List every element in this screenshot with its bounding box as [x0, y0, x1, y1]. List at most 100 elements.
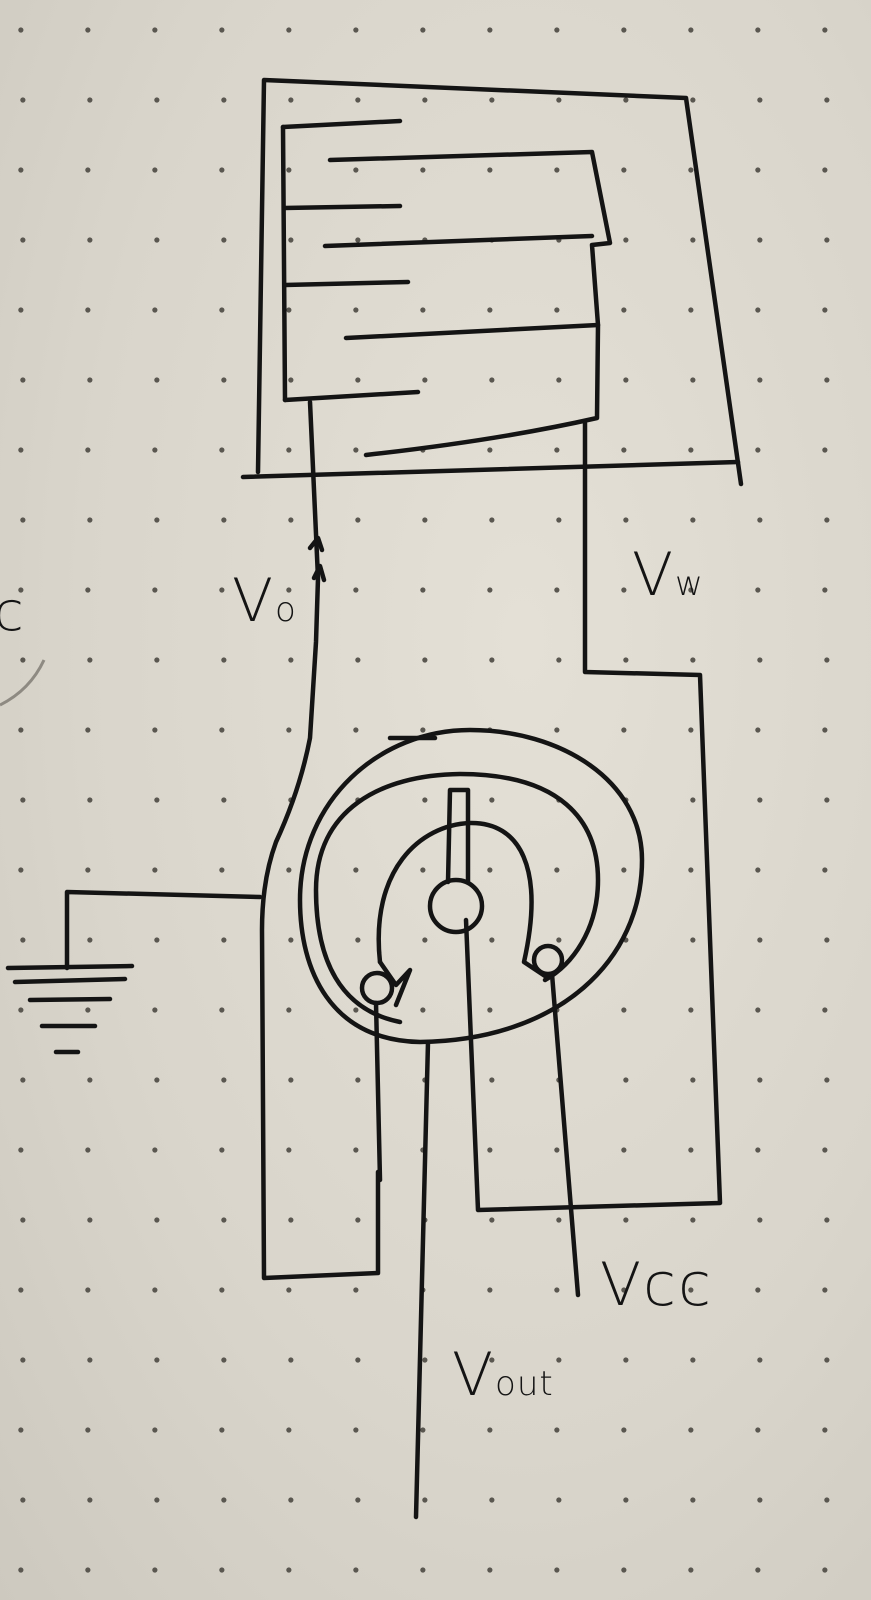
- grid-dot: [824, 237, 830, 243]
- sensor-outer-frame: [255, 77, 744, 487]
- grid-dot: [623, 377, 629, 383]
- grid-dot: [621, 1567, 627, 1573]
- grid-dot: [489, 1357, 495, 1363]
- v0-arrow-1: [307, 535, 325, 553]
- grid-dot: [757, 1077, 763, 1083]
- grid-dot: [288, 657, 294, 663]
- grid-dot: [152, 1007, 158, 1013]
- grid-dot: [87, 377, 93, 383]
- v0-label-main: V: [232, 566, 276, 636]
- ground-symbol: [5, 889, 263, 1055]
- grid-dot: [690, 1497, 696, 1503]
- grid-dot: [489, 377, 495, 383]
- vw-label-sub: w: [675, 564, 704, 604]
- grid-dot: [288, 1077, 294, 1083]
- grid-dot: [286, 1427, 292, 1433]
- grid-dot: [18, 1427, 24, 1433]
- grid-dot: [286, 167, 292, 173]
- grid-dot: [288, 1217, 294, 1223]
- grid-dot: [85, 727, 91, 733]
- grid-dot: [20, 937, 26, 943]
- grid-dot: [422, 97, 428, 103]
- vout-label-sub: out: [495, 1364, 554, 1404]
- left-comb-finger-1: [280, 118, 403, 130]
- grid-dot: [152, 447, 158, 453]
- grid-dot: [422, 937, 428, 943]
- grid-dot: [621, 1007, 627, 1013]
- grid-dot: [152, 1147, 158, 1153]
- grid-dot: [822, 167, 828, 173]
- grid-dot: [420, 1007, 426, 1013]
- grid-dot: [757, 1497, 763, 1503]
- grid-dot: [554, 167, 560, 173]
- grid-dot: [18, 27, 24, 33]
- grid-dot: [288, 237, 294, 243]
- grid-dot: [621, 27, 627, 33]
- grid-dot: [154, 237, 160, 243]
- grid-dot: [353, 1567, 359, 1573]
- grid-dot: [288, 1357, 294, 1363]
- grid-dot: [152, 587, 158, 593]
- grid-dot: [87, 657, 93, 663]
- grid-dot: [221, 237, 227, 243]
- grid-dot: [353, 27, 359, 33]
- v0-wire: [259, 399, 381, 1281]
- grid-dot: [18, 1007, 24, 1013]
- grid-dot: [221, 1357, 227, 1363]
- grid-dot: [85, 167, 91, 173]
- grid-dot: [623, 1497, 629, 1503]
- grid-dot: [623, 657, 629, 663]
- grid-dot: [556, 1217, 562, 1223]
- grid-dot: [219, 447, 225, 453]
- grid-dot: [487, 1567, 493, 1573]
- grid-dot: [623, 1077, 629, 1083]
- grid-dot: [824, 1497, 830, 1503]
- vout-wire: [413, 1039, 431, 1520]
- grid-dot: [152, 1567, 158, 1573]
- grid-dot: [757, 657, 763, 663]
- grid-dot: [690, 937, 696, 943]
- vw-wire: [463, 420, 723, 1213]
- grid-dot: [621, 1287, 627, 1293]
- grid-dot: [221, 1077, 227, 1083]
- grid-dot: [623, 237, 629, 243]
- grid-dot: [355, 517, 361, 523]
- grid-dot: [87, 1217, 93, 1223]
- grid-dot: [221, 97, 227, 103]
- grid-dot: [824, 1077, 830, 1083]
- grid-dot: [487, 1007, 493, 1013]
- left-comb-finger-4: [282, 389, 421, 403]
- grid-dot: [554, 587, 560, 593]
- grid-dot: [621, 727, 627, 733]
- grid-dot: [688, 307, 694, 313]
- grid-dot: [288, 1497, 294, 1503]
- grid-dot: [621, 307, 627, 313]
- grid-dot: [487, 1427, 493, 1433]
- grid-dot: [556, 937, 562, 943]
- grid-dot: [355, 1357, 361, 1363]
- grid-dot: [757, 517, 763, 523]
- grid-dot: [489, 1217, 495, 1223]
- grid-dot: [20, 1077, 26, 1083]
- grid-dot: [621, 867, 627, 873]
- pot-track: [376, 820, 551, 981]
- grid-dot: [219, 1287, 225, 1293]
- grid-dot: [623, 1357, 629, 1363]
- grid-dot: [219, 1567, 225, 1573]
- grid-dot: [489, 657, 495, 663]
- grid-dot: [690, 1357, 696, 1363]
- pot-terminal-right: [531, 943, 565, 977]
- grid-dot: [286, 1007, 292, 1013]
- grid-dot: [822, 447, 828, 453]
- vcc-label: Vcc: [600, 1250, 714, 1320]
- grid-dot: [85, 1567, 91, 1573]
- grid-dot: [623, 1217, 629, 1223]
- grid-dot: [422, 1357, 428, 1363]
- grid-dot: [288, 97, 294, 103]
- grid-dot: [152, 867, 158, 873]
- grid-dot: [757, 377, 763, 383]
- grid-dot: [353, 1427, 359, 1433]
- grid-dot: [85, 27, 91, 33]
- grid-dot: [688, 1007, 694, 1013]
- grid-dot: [353, 167, 359, 173]
